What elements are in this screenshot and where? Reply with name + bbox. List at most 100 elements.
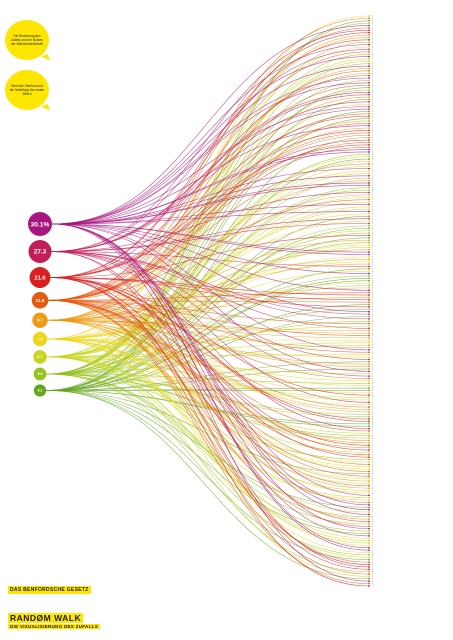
flow-line [51, 251, 370, 429]
target-dot [368, 286, 370, 289]
target-dot [368, 162, 370, 165]
flow-line [48, 299, 370, 477]
target-label: 3 [372, 140, 373, 142]
target-dot [368, 131, 370, 134]
flow-line [46, 356, 370, 491]
target-dot [368, 36, 370, 39]
target-dot [368, 50, 370, 53]
target-label: 9 [372, 369, 373, 371]
target-dot [368, 34, 370, 36]
target-dot [368, 317, 370, 320]
target-label: 1 [372, 125, 373, 127]
target-label: 2 [372, 49, 373, 51]
target-dot [368, 527, 370, 530]
target-dot [368, 38, 370, 41]
target-label: 3 [372, 299, 373, 301]
target-label: 9 [372, 423, 373, 425]
target-dot [368, 577, 370, 580]
flow-line [46, 63, 370, 375]
flow-line [47, 338, 370, 479]
target-dot [368, 236, 370, 239]
target-label: 7 [372, 104, 373, 106]
target-label: 8 [372, 555, 373, 557]
target-label: 2 [372, 314, 373, 316]
flow-line [46, 103, 370, 358]
flow-line [46, 356, 370, 513]
flow-line [51, 204, 370, 225]
target-dot [368, 177, 370, 180]
target-label: 8 [372, 438, 373, 440]
target-dot [368, 263, 370, 265]
target-label: 8 [372, 54, 373, 56]
target-dot [368, 437, 370, 440]
target-dot [368, 244, 370, 246]
poster-subtitle: DIE VISUALISIERUNG DES ZUFALLS [8, 624, 101, 629]
target-dot [368, 580, 370, 583]
target-dot [368, 551, 370, 554]
target-label: 2 [372, 318, 373, 320]
target-label: 1 [372, 252, 373, 254]
target-label: 1 [372, 149, 373, 151]
target-label: 6 [372, 214, 373, 216]
target-label: 1 [372, 509, 373, 511]
target-dot [368, 58, 370, 60]
flow-line [46, 356, 370, 577]
flow-line [51, 25, 370, 225]
target-label: 5 [372, 128, 373, 130]
target-dot [368, 566, 370, 568]
target-label: 7 [372, 202, 373, 204]
target-dot [368, 582, 370, 585]
flow-line [48, 299, 370, 584]
target-label: 7 [372, 247, 373, 249]
target-dot [368, 48, 370, 51]
target-dot [368, 277, 370, 280]
flow-line [51, 151, 370, 225]
target-label: 1 [372, 371, 373, 373]
target-label: 5 [372, 333, 373, 335]
flow-line [51, 211, 370, 225]
source-dot-5 [32, 312, 48, 328]
target-label: 5 [372, 519, 373, 521]
target-label: 6 [372, 47, 373, 49]
target-label: 7 [372, 161, 373, 163]
flow-line [50, 130, 370, 278]
target-dot [368, 291, 370, 294]
target-label: 3 [372, 295, 373, 297]
flow-line [51, 106, 370, 225]
target-label: 8 [372, 233, 373, 235]
flow-line [46, 356, 370, 558]
target-label: 6 [372, 478, 373, 480]
target-dot [368, 279, 370, 282]
target-label: 1 [372, 514, 373, 516]
target-dot [368, 418, 370, 420]
target-label: 4 [372, 574, 373, 576]
target-dot [368, 470, 370, 473]
target-dot [368, 379, 370, 382]
flow-line [51, 125, 370, 225]
target-dot [368, 535, 370, 537]
target-label: 2 [372, 92, 373, 94]
target-dot [368, 110, 370, 113]
target-label: 8 [372, 459, 373, 461]
target-dot [368, 456, 370, 459]
target-label: 5 [372, 409, 373, 411]
target-dot [368, 375, 370, 378]
target-dot [368, 155, 370, 158]
flow-line [46, 356, 370, 453]
flow-line [51, 44, 370, 225]
target-label: 8 [372, 190, 373, 192]
target-label: 5 [372, 447, 373, 449]
target-dot [368, 282, 370, 285]
flow-line [51, 168, 370, 225]
target-label: 6 [372, 271, 373, 273]
target-label: 9 [372, 474, 373, 476]
target-label: 6 [372, 552, 373, 554]
target-dot [368, 360, 370, 363]
flow-line [48, 299, 370, 408]
target-dot [368, 134, 370, 137]
target-dot [368, 84, 370, 87]
target-label: 9 [372, 304, 373, 306]
target-dot [368, 246, 370, 249]
target-label: 8 [372, 178, 373, 180]
target-dot [368, 89, 370, 91]
